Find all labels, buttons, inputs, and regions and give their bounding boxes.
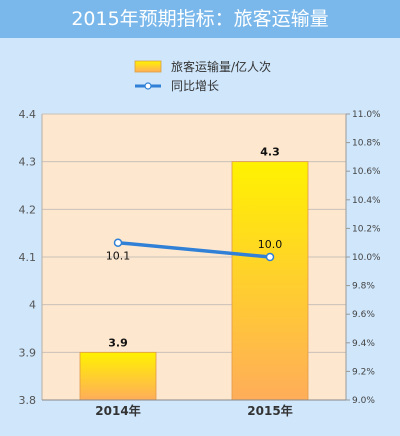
- legend-line-marker: [144, 82, 152, 90]
- left-tick-label: 4.3: [19, 156, 37, 169]
- growth-line: [116, 240, 272, 259]
- right-tick-label: 11.0%: [352, 110, 381, 120]
- line-point: [113, 238, 123, 247]
- left-axis: 3.8 3.9 4 4.1 4.2 4.3 4.4: [19, 108, 43, 407]
- right-tick-label: 10.2%: [352, 224, 381, 234]
- right-tick-label: 10.0%: [352, 253, 381, 263]
- right-tick-label: 9.0%: [352, 396, 375, 406]
- bar: [79, 351, 157, 401]
- legend-line-label: 同比增长: [171, 79, 219, 93]
- bar-series: 3.9 4.3: [79, 146, 309, 401]
- left-tick-label: 4.4: [19, 108, 37, 121]
- x-tick-label: 2015年: [247, 403, 292, 418]
- legend-bar-label: 旅客运输量/亿人次: [171, 59, 271, 74]
- line-series: 10.1 10.0: [106, 238, 283, 263]
- bar-value-label: 4.3: [260, 146, 280, 159]
- x-tick-label: 2014年: [95, 403, 140, 418]
- right-axis: 9.0% 9.2% 9.4% 9.6% 9.8% 10.0% 10.2% 10.4% 10.6%…: [345, 110, 381, 406]
- chart-title: 2015年预期指标：旅客运输量: [0, 0, 400, 38]
- right-tick-label: 10.8%: [352, 139, 381, 149]
- right-tick-label: 10.4%: [352, 196, 381, 206]
- left-tick-label: 3.9: [19, 346, 37, 359]
- left-tick-label: 4.2: [19, 203, 37, 216]
- right-tick-label: 9.2%: [352, 367, 375, 377]
- right-tick-label: 9.8%: [352, 282, 375, 292]
- legend-bar-swatch: [134, 60, 162, 73]
- line-point: [265, 252, 275, 262]
- bar-value-label: 3.9: [108, 336, 128, 349]
- right-tick-label: 10.6%: [352, 167, 381, 177]
- bar: [231, 161, 309, 401]
- right-tick-label: 9.6%: [352, 310, 375, 320]
- left-tick-label: 3.8: [19, 394, 37, 407]
- line-value-label: 10.0: [258, 238, 283, 251]
- x-axis: 2014年 2015年: [42, 399, 346, 418]
- left-tick-label: 4.1: [19, 251, 37, 264]
- right-tick-label: 9.4%: [352, 339, 375, 349]
- left-tick-label: 4: [29, 299, 36, 312]
- line-value-label: 10.1: [106, 250, 131, 263]
